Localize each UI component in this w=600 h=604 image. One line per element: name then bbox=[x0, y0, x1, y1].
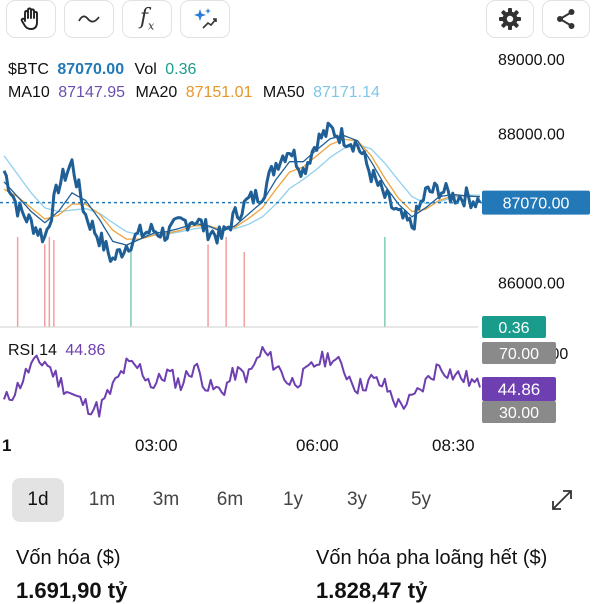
volume-bar bbox=[207, 244, 209, 327]
rsi-value-badge: 44.86 bbox=[482, 377, 556, 401]
range-3y[interactable]: 3y bbox=[346, 489, 368, 510]
legend-vol-value: 0.36 bbox=[165, 61, 196, 78]
range-selector: 1d 1m 3m 6m 1y 3y 5y bbox=[0, 478, 600, 524]
market-cap-value: 1.691,90 tỷ bbox=[16, 578, 128, 603]
price-line bbox=[2, 121, 482, 263]
x-tick-label: 03:00 bbox=[135, 436, 178, 455]
range-3m[interactable]: 3m bbox=[152, 489, 180, 510]
legend-price: 87070.00 bbox=[57, 61, 124, 78]
ma50-line bbox=[3, 143, 480, 236]
fdv-label: Vốn hóa pha loãng hết ($) bbox=[316, 547, 548, 569]
curve-tool-button[interactable] bbox=[64, 0, 114, 38]
svg-text:44.86: 44.86 bbox=[498, 380, 541, 399]
price-chart[interactable]: $BTC 87070.00 Vol 0.36 MA10 87147.95 MA2… bbox=[0, 44, 600, 464]
rsi-upper-badge: .00 70.00 bbox=[482, 342, 568, 364]
legend-symbol: $BTC bbox=[8, 61, 49, 78]
hand-icon bbox=[20, 7, 38, 30]
legend-row-2: MA10 87147.95 MA20 87151.01 MA50 87171.1… bbox=[8, 84, 380, 101]
x-tick-label: 1 bbox=[2, 436, 11, 455]
fullscreen-button[interactable] bbox=[548, 486, 576, 514]
range-5y[interactable]: 5y bbox=[410, 489, 432, 510]
x-tick-label: 08:30 bbox=[432, 436, 475, 455]
legend-ma50-value: 87171.14 bbox=[313, 84, 380, 101]
svg-text:0.36: 0.36 bbox=[498, 320, 529, 337]
range-1d[interactable]: 1d bbox=[12, 478, 64, 522]
svg-text:87070.00: 87070.00 bbox=[503, 196, 570, 213]
share-icon bbox=[557, 9, 575, 29]
sparkle-icon bbox=[194, 8, 217, 29]
volume-bar bbox=[44, 244, 46, 327]
volume-bar bbox=[384, 237, 386, 327]
range-1y[interactable]: 1y bbox=[282, 489, 304, 510]
ma10-line bbox=[3, 134, 481, 246]
y-tick-label: 86000.00 bbox=[498, 275, 565, 292]
curve-icon bbox=[78, 15, 100, 23]
legend-row-1: $BTC 87070.00 Vol 0.36 bbox=[8, 61, 196, 78]
x-tick-label: 06:00 bbox=[296, 436, 339, 455]
legend-vol-label: Vol bbox=[135, 61, 157, 78]
rsi-lower-badge: 30.00 bbox=[482, 401, 556, 423]
share-button[interactable] bbox=[542, 0, 590, 38]
legend-ma20-label: MA20 bbox=[135, 84, 177, 101]
volume-bars bbox=[16, 237, 386, 327]
function-icon: fx bbox=[139, 5, 155, 33]
settings-button[interactable] bbox=[486, 0, 534, 38]
svg-text:30.00: 30.00 bbox=[499, 405, 539, 422]
legend-ma10-value: 87147.95 bbox=[58, 84, 125, 101]
volume-badge: 0.36 bbox=[482, 316, 546, 338]
chart-toolbar: fx bbox=[0, 0, 600, 44]
legend-ma20-value: 87151.01 bbox=[186, 84, 253, 101]
svg-text:70.00: 70.00 bbox=[499, 346, 539, 363]
gear-icon bbox=[499, 8, 521, 30]
ai-indicator-button[interactable] bbox=[180, 0, 230, 38]
y-tick-label: 89000.00 bbox=[498, 52, 565, 69]
rsi-label: RSI 14 44.86 bbox=[8, 342, 106, 359]
volume-bar bbox=[130, 252, 132, 327]
rsi-line bbox=[3, 346, 481, 418]
legend-ma50-label: MA50 bbox=[263, 84, 305, 101]
price-badge: 87070.00 bbox=[482, 190, 590, 215]
range-1m[interactable]: 1m bbox=[88, 489, 116, 510]
ma20-line bbox=[3, 138, 481, 240]
market-cap-label: Vốn hóa ($) bbox=[16, 547, 121, 569]
volume-bar bbox=[48, 237, 51, 327]
fdv-value: 1.828,47 tỷ bbox=[316, 578, 428, 603]
range-6m[interactable]: 6m bbox=[216, 489, 244, 510]
function-tool-button[interactable]: fx bbox=[122, 0, 172, 38]
expand-icon bbox=[552, 490, 572, 510]
volume-bar bbox=[243, 252, 245, 327]
y-tick-label: 88000.00 bbox=[498, 126, 565, 143]
hand-tool-button[interactable] bbox=[6, 0, 56, 38]
legend-ma10-label: MA10 bbox=[8, 84, 50, 101]
volume-bar bbox=[16, 237, 19, 327]
volume-bar bbox=[225, 237, 227, 327]
volume-bar bbox=[53, 240, 55, 327]
